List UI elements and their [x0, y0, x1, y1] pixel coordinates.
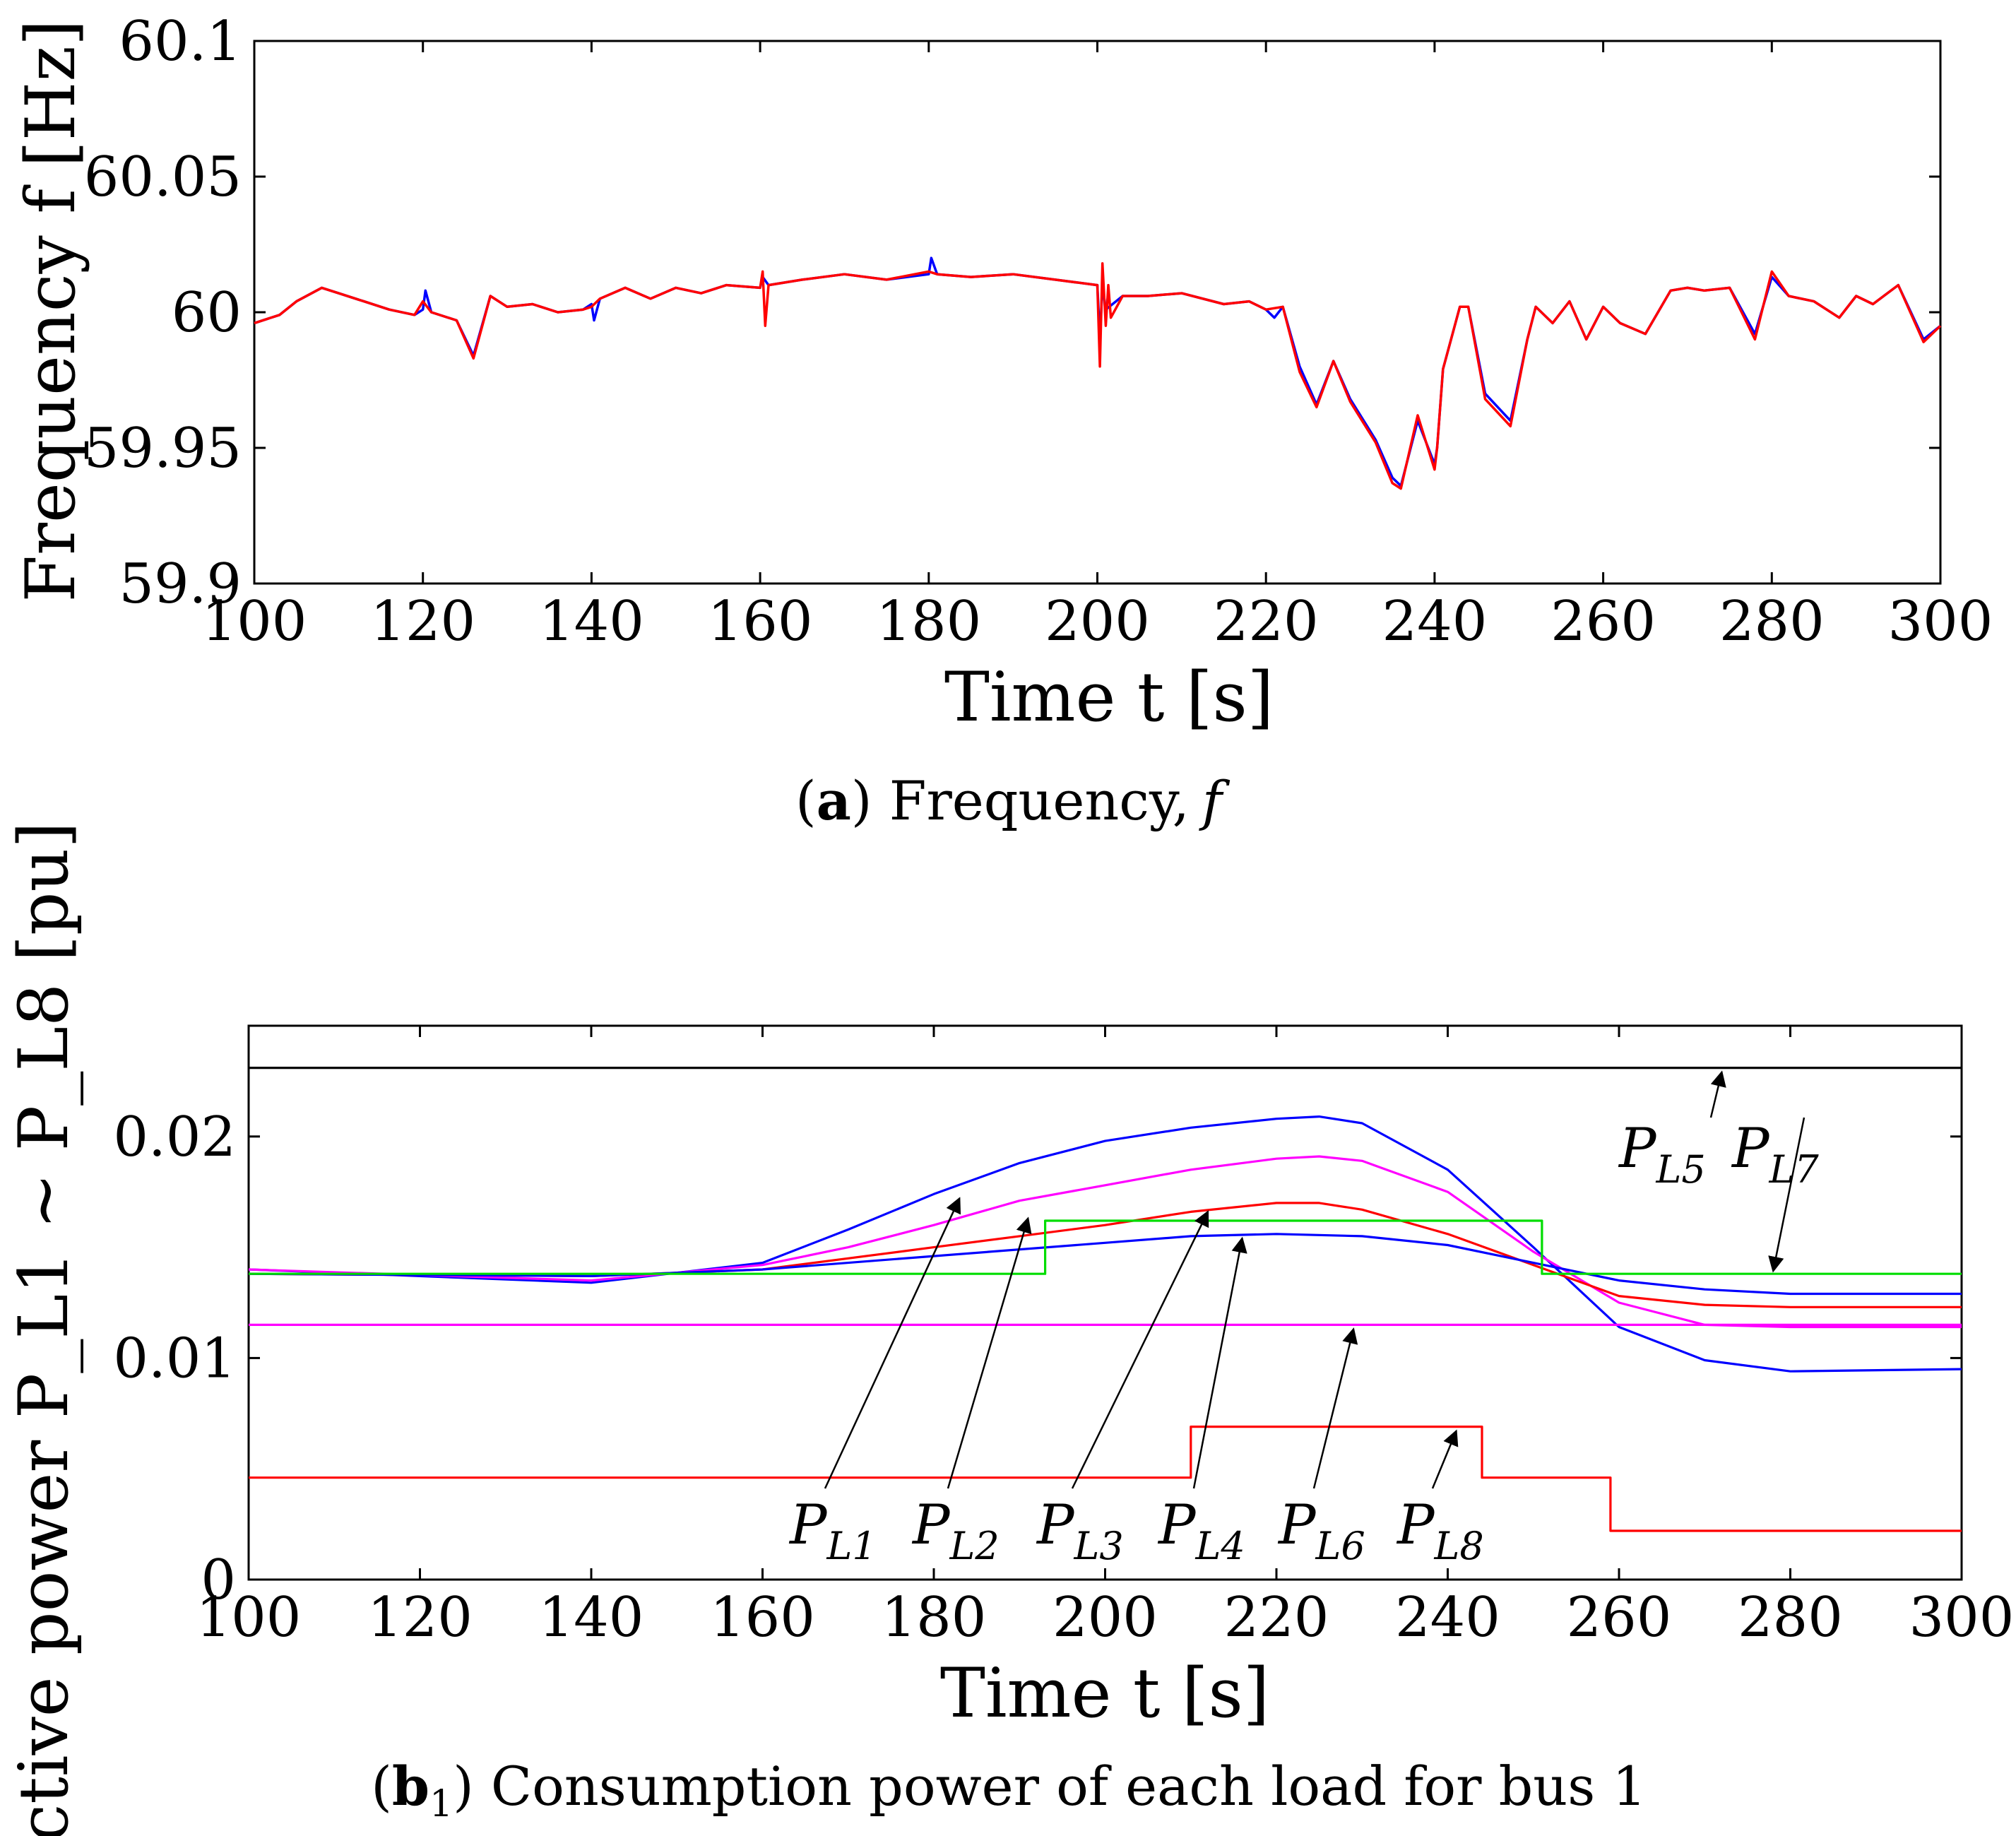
x-tick-label: 100: [202, 590, 307, 653]
x-tick-label: 200: [1053, 1586, 1158, 1650]
x-tick-label: 200: [1045, 590, 1150, 653]
x-tick-label: 220: [1224, 1586, 1329, 1650]
power-chart: 0 0.01 0.02 100 120 140 160 180 200 220 240 260 280…: [4, 822, 2014, 1836]
x-tick-label: 260: [1550, 590, 1656, 653]
y-tick-label: 59.9: [119, 552, 242, 616]
series-pl7: [249, 1219, 1962, 1275]
x-tick-label: 160: [710, 1586, 815, 1650]
x-tick-label: 140: [539, 1586, 644, 1650]
x-tick-label: 280: [1738, 1586, 1843, 1650]
y-tick-label: 60.1: [119, 10, 242, 73]
x-tick-label: 260: [1567, 1586, 1672, 1650]
annotation-label-l3: PL3: [1036, 1493, 1124, 1568]
power-ticks: [247, 1026, 1963, 1581]
x-tick-label: 140: [539, 590, 644, 653]
annotation-label-l4: PL4: [1157, 1493, 1245, 1568]
frequency-y-axis-label: Frequency f [Hz]: [11, 20, 90, 603]
frequency-x-tick-labels: 100 120 140 160 180 200 220 240 260 280 300: [202, 590, 1993, 653]
annotation-arrow-l5: [1709, 1070, 1726, 1118]
frequency-caption: (a) Frequency, f: [795, 769, 1231, 832]
x-tick-label: 180: [882, 1586, 987, 1650]
y-tick-label: 0: [201, 1548, 236, 1612]
annotation-label-l6: PL6: [1277, 1493, 1365, 1568]
frequency-ticks: [253, 40, 1942, 585]
x-tick-label: 160: [708, 590, 813, 653]
annotation-arrow-l7: [1768, 1117, 1805, 1273]
frequency-chart: 59.9 59.95 60 60.05 60.1 100 120 140 160 180 200 2…: [11, 10, 1993, 832]
annotation-arrow-l6: [1312, 1327, 1358, 1489]
x-tick-label: 240: [1395, 1586, 1500, 1650]
power-x-tick-labels: 100 120 140 160 180 200 220 240 260 280 300: [196, 1586, 2015, 1650]
series-f-red-: [254, 262, 1942, 490]
annotation-label-l2: PL2: [911, 1493, 1000, 1568]
x-tick-label: 300: [1888, 590, 1993, 653]
annotation-label-l7: PL7: [1731, 1117, 1819, 1192]
series-pl2: [248, 1155, 1962, 1329]
annotation-arrow-l1: [824, 1197, 961, 1489]
x-tick-label: 120: [370, 590, 475, 653]
x-tick-label: 240: [1382, 590, 1487, 653]
y-tick-label: 60: [172, 281, 242, 345]
frequency-series: [254, 256, 1942, 490]
annotation-label-l5: PL5: [1618, 1117, 1706, 1192]
frequency-y-tick-labels: 59.9 59.95 60 60.05 60.1: [84, 10, 242, 616]
series-pl4: [248, 1233, 1962, 1296]
power-x-axis-label: Time t [s]: [940, 1654, 1269, 1733]
annotation-label-l8: PL8: [1396, 1493, 1484, 1568]
annotation-arrow-l3: [1071, 1210, 1209, 1489]
power-y-tick-labels: 0 0.01 0.02: [113, 1106, 236, 1612]
frequency-x-axis-label: Time t [s]: [944, 658, 1274, 737]
series-pl1: [248, 1115, 1962, 1373]
x-tick-label: 300: [1909, 1586, 2015, 1650]
y-tick-label: 0.02: [113, 1106, 236, 1169]
x-tick-label: 280: [1719, 590, 1825, 653]
y-tick-label: 0.01: [113, 1327, 236, 1390]
annotation-arrow-l4: [1192, 1236, 1247, 1489]
power-series: [248, 1066, 1962, 1532]
series-pl8: [249, 1425, 1962, 1532]
power-caption: (b1) Consumption power of each load for …: [371, 1755, 1647, 1825]
annotation-arrow-l8: [1431, 1429, 1459, 1489]
x-tick-label: 100: [196, 1586, 302, 1650]
x-tick-label: 120: [367, 1586, 473, 1650]
power-plot-frame: [247, 1024, 1963, 1581]
power-annotations: PL1 PL2 PL3 PL4 PL6 PL8 PL5 PL7: [788, 1070, 1819, 1568]
annotation-label-l1: PL1: [788, 1493, 877, 1568]
series-pl3: [248, 1202, 1962, 1308]
y-tick-label: 60.05: [84, 146, 242, 209]
power-y-axis-label: Active power P_L1 ~ P_L8 [pu]: [4, 822, 83, 1836]
y-tick-label: 59.95: [84, 417, 242, 480]
x-tick-label: 180: [876, 590, 981, 653]
annotation-arrow-l2: [947, 1216, 1032, 1489]
x-tick-label: 220: [1214, 590, 1319, 653]
